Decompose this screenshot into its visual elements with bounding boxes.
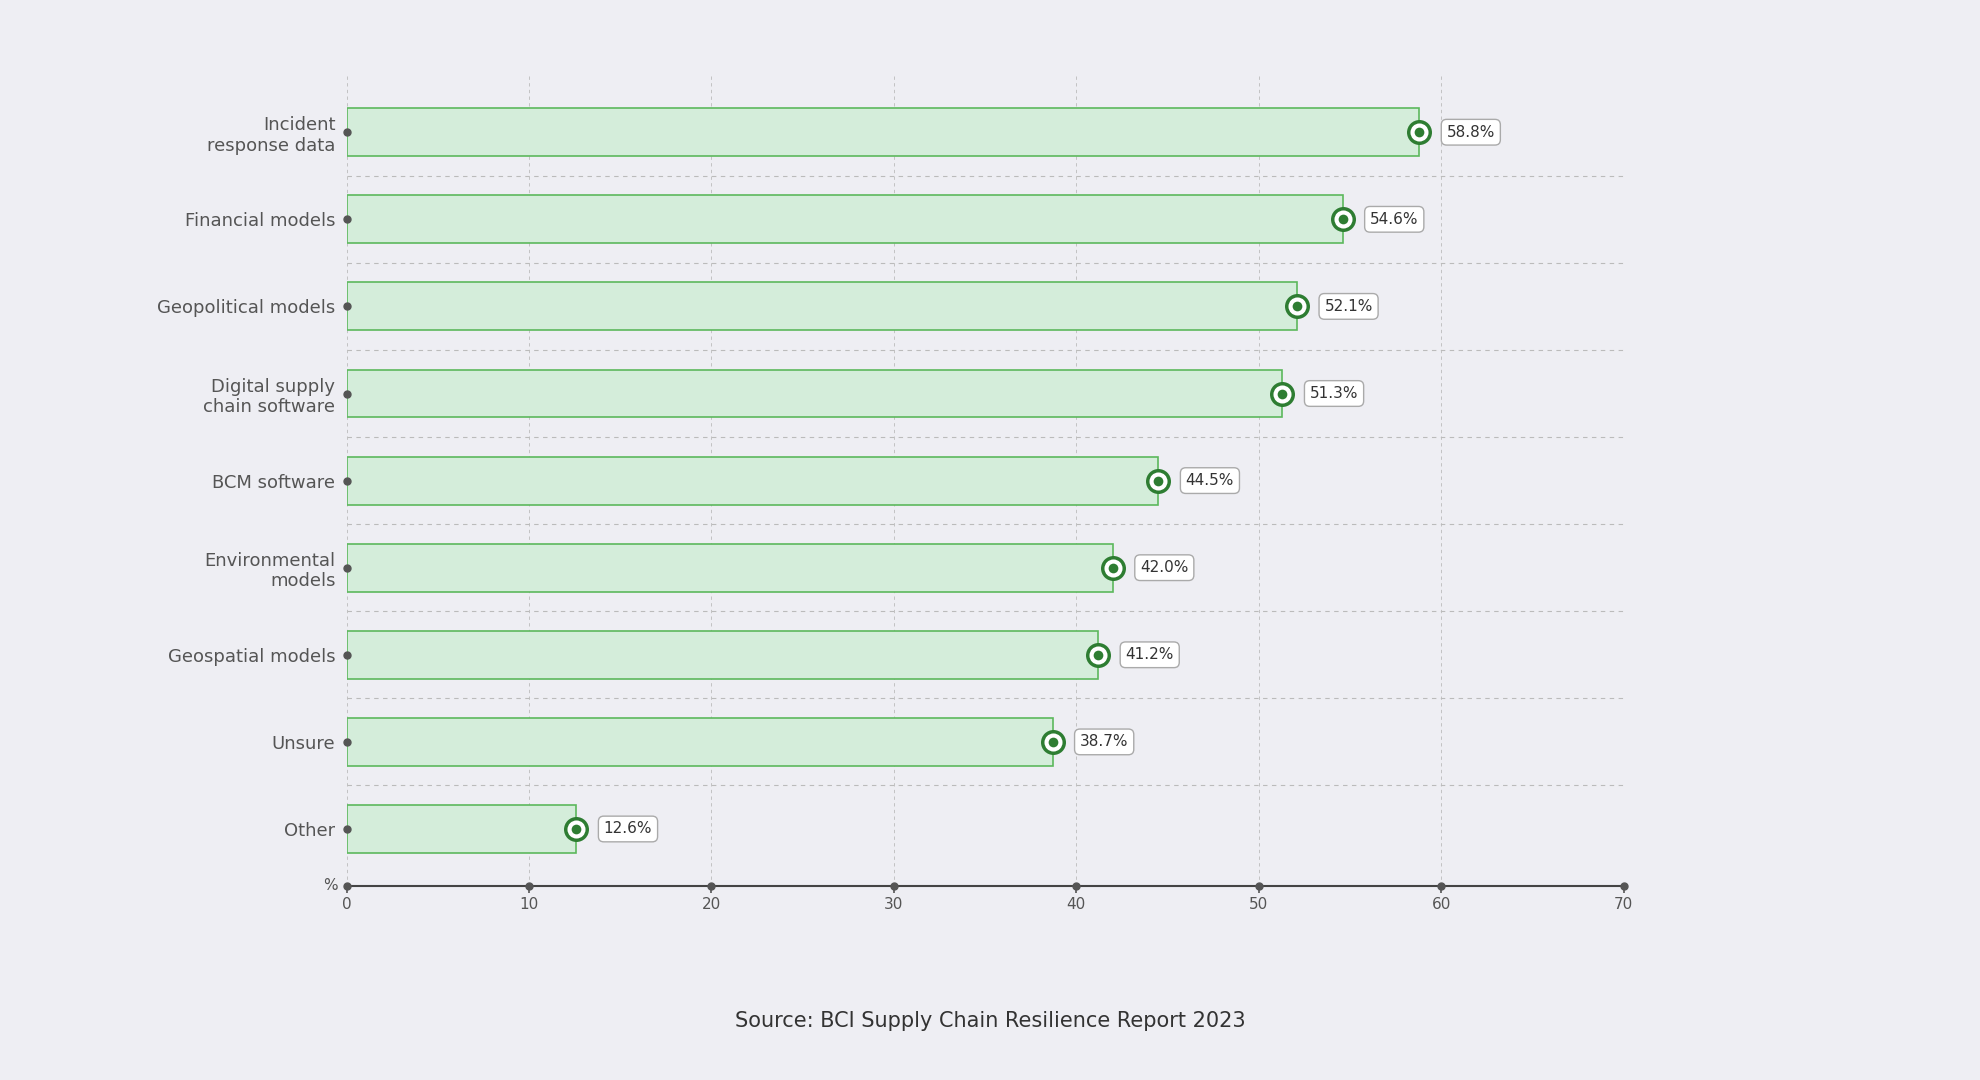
Text: 51.3%: 51.3%: [1311, 386, 1358, 401]
Bar: [346, 195, 1342, 243]
Bar: [346, 369, 1283, 418]
Bar: [346, 805, 576, 853]
Text: 58.8%: 58.8%: [1447, 124, 1495, 139]
Bar: [346, 631, 1099, 678]
Bar: [346, 108, 1420, 157]
Text: 44.5%: 44.5%: [1186, 473, 1234, 488]
Text: 52.1%: 52.1%: [1325, 299, 1372, 314]
Text: 38.7%: 38.7%: [1079, 734, 1129, 750]
Text: 42.0%: 42.0%: [1140, 561, 1188, 576]
Bar: [346, 283, 1297, 330]
Text: 12.6%: 12.6%: [604, 822, 651, 837]
Bar: [346, 457, 1158, 504]
Bar: [346, 718, 1053, 766]
Text: 54.6%: 54.6%: [1370, 212, 1418, 227]
Text: 41.2%: 41.2%: [1125, 647, 1174, 662]
Bar: [346, 543, 1113, 592]
Text: %: %: [323, 878, 337, 893]
Text: Source: BCI Supply Chain Resilience Report 2023: Source: BCI Supply Chain Resilience Repo…: [735, 1011, 1245, 1030]
